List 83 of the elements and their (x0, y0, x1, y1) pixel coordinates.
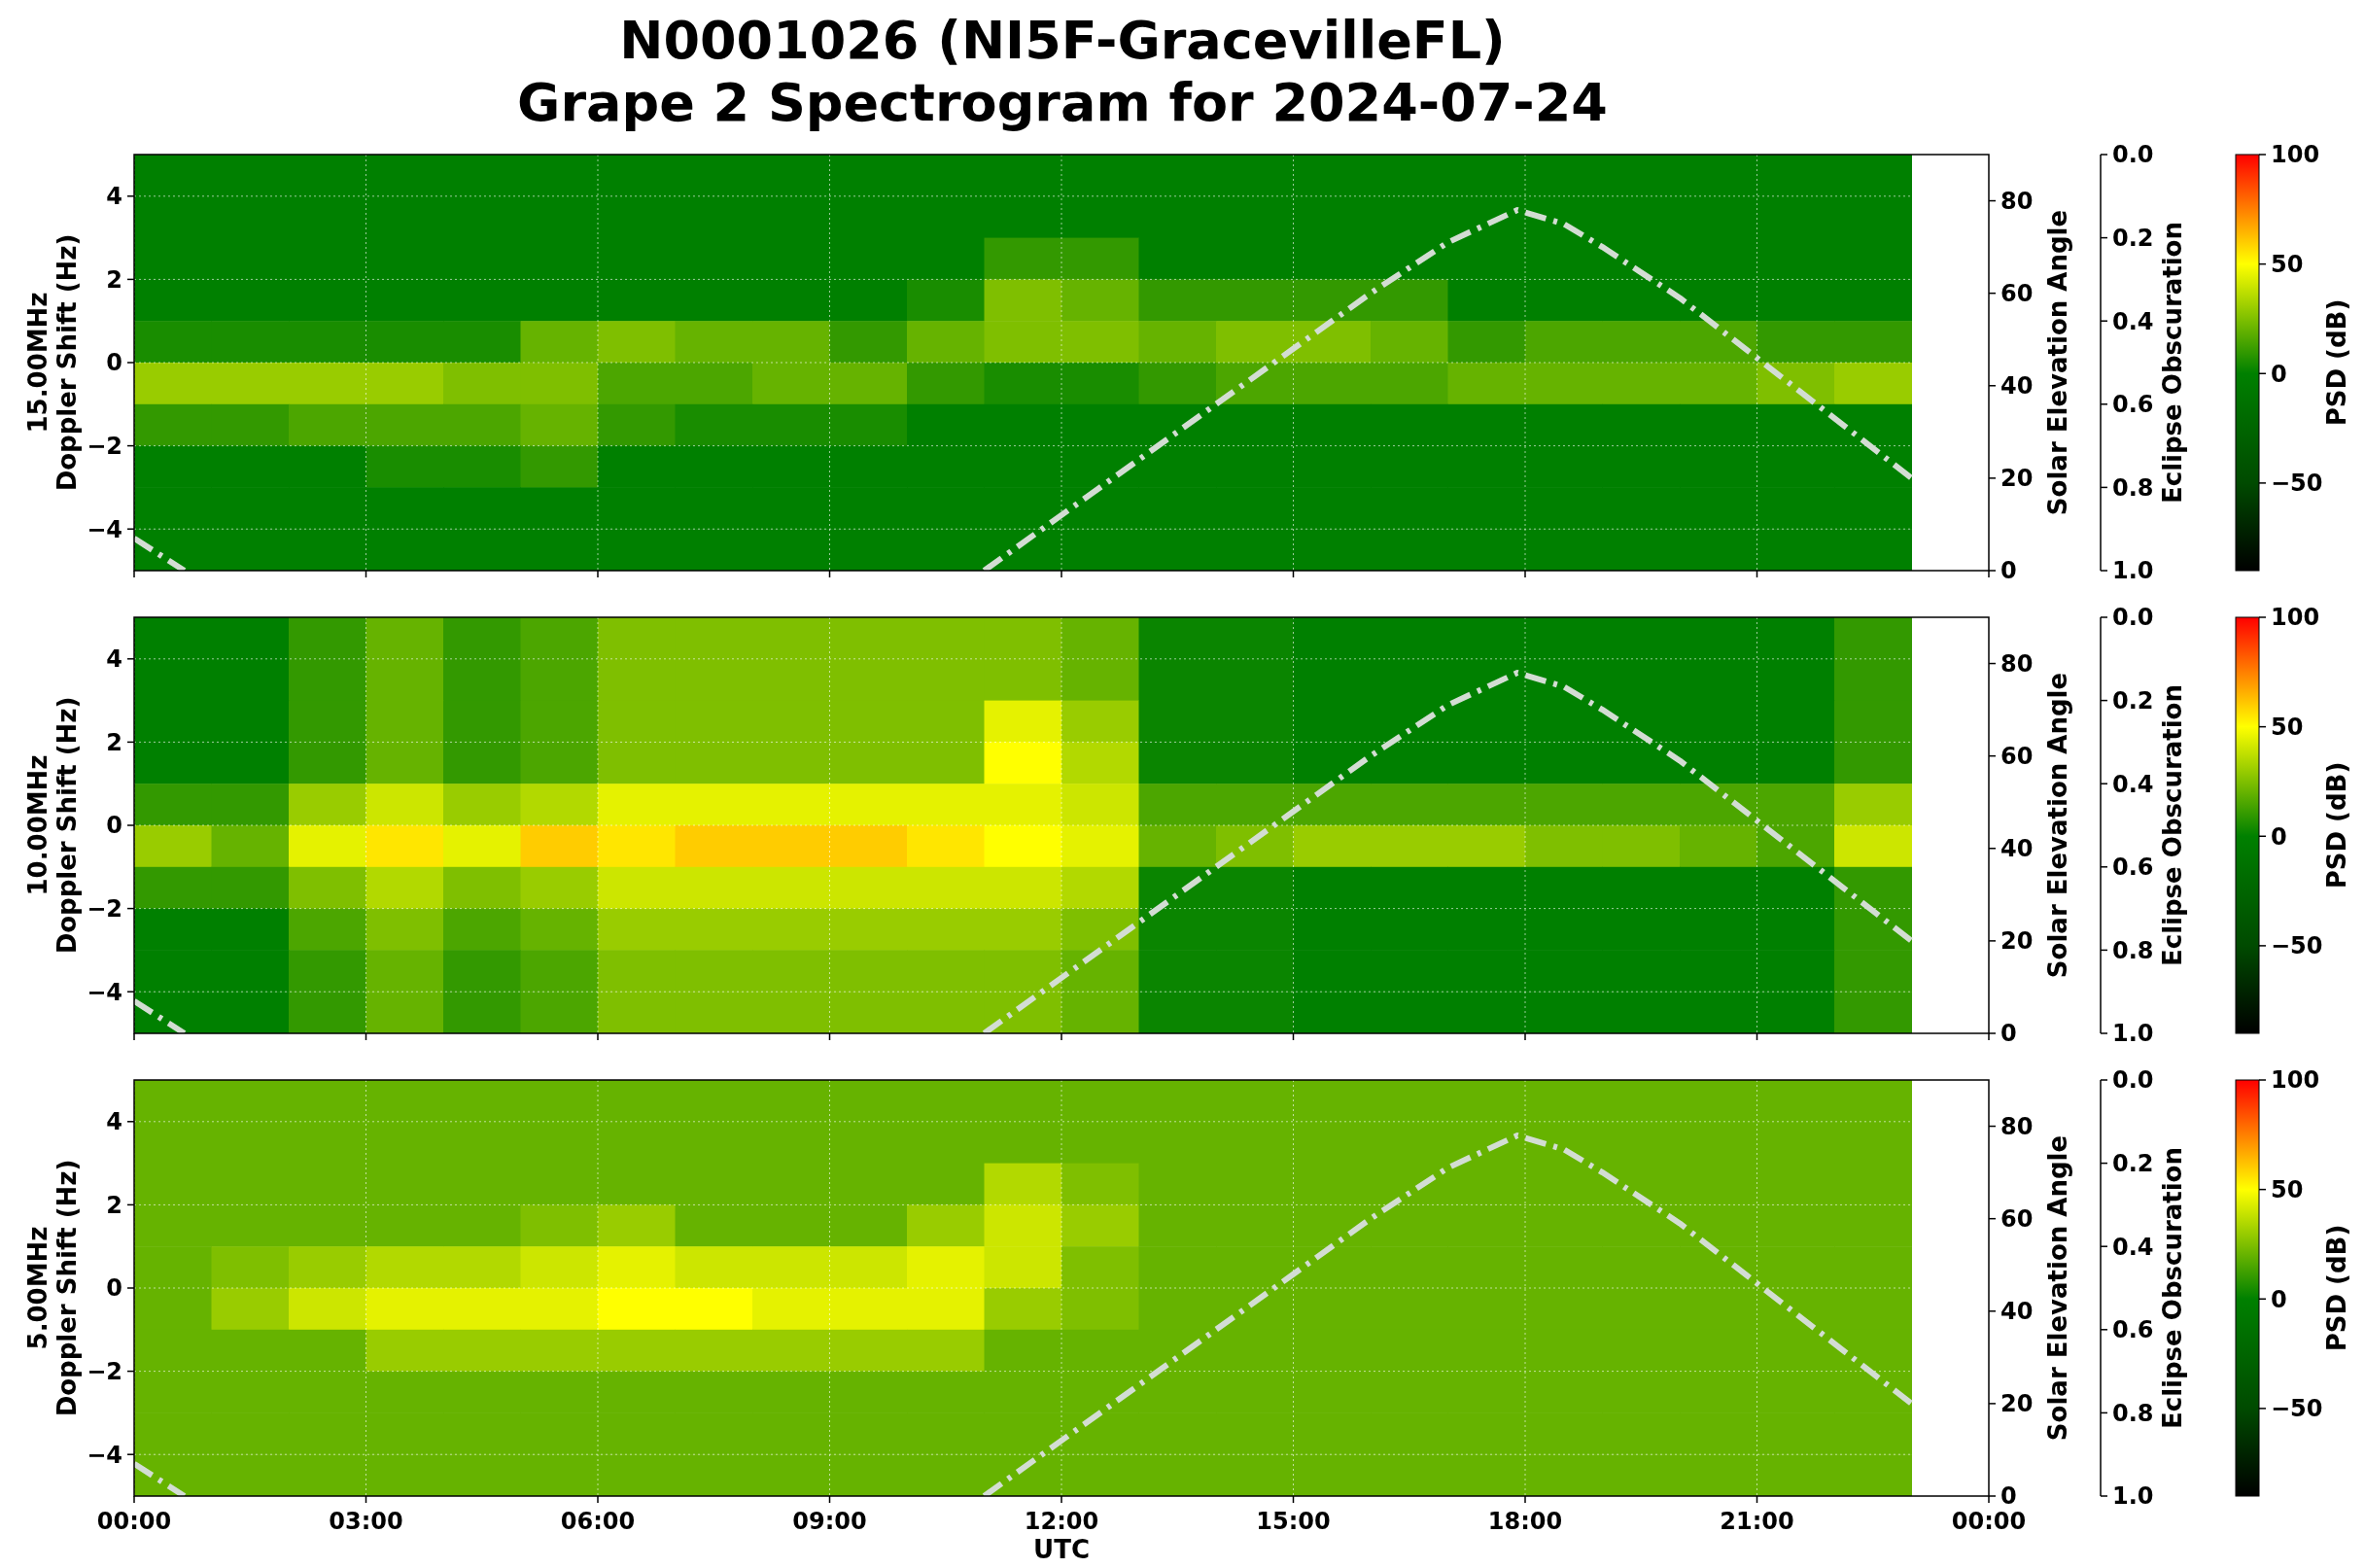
x-tick-label: 06:00 (560, 1508, 636, 1535)
x-tick-label: 00:00 (96, 1508, 172, 1535)
y3-tick-label: 0.8 (2112, 473, 2154, 502)
y3-tick-label: 0.6 (2112, 391, 2154, 419)
y2-tick-label: 20 (2000, 1390, 2034, 1418)
y2-tick-label: 60 (2000, 1205, 2034, 1234)
color-bar-label: 100 (2271, 1066, 2320, 1095)
y2-tick-label: 80 (2000, 187, 2034, 215)
y3-tick-label: 0.2 (2112, 1150, 2154, 1177)
y-tick-label: 2 (106, 265, 122, 294)
y3-tick-label: 0.6 (2112, 854, 2154, 882)
y2-tick-label: 20 (2000, 927, 2034, 956)
color-bar-title: PSD (dB) (2322, 298, 2351, 427)
color-bar-title: PSD (dB) (2322, 761, 2351, 889)
y2-tick-label: 40 (2000, 372, 2034, 401)
y-tick-label: 4 (106, 1108, 122, 1136)
y3-tick-label: 1.0 (2112, 1020, 2154, 1048)
x-tick-label: 00:00 (1951, 1508, 2027, 1535)
color-bar-label: 50 (2271, 1176, 2304, 1204)
y-tick-label: 4 (106, 183, 122, 211)
color-bar-label: −50 (2271, 932, 2323, 960)
y-tick-label: −4 (87, 978, 122, 1006)
y2-tick-label: 20 (2000, 465, 2034, 493)
y-axis-title: 15.00MHz Doppler Shift (Hz) (23, 233, 82, 492)
color-bar-label: 50 (2271, 251, 2304, 279)
y3-tick-label: 0.8 (2112, 936, 2154, 964)
color-bar-label: −50 (2271, 470, 2323, 498)
y3-axis-title: Eclipse Obscuration (2158, 222, 2187, 504)
y-tick-label: −2 (87, 895, 122, 923)
x-tick-label: 15:00 (1256, 1508, 1331, 1535)
color-bar-label: −50 (2271, 1395, 2323, 1423)
y3-tick-label: 0.0 (2112, 1066, 2154, 1095)
y3-tick-label: 0.8 (2112, 1399, 2154, 1427)
y3-tick-label: 0.4 (2112, 1233, 2154, 1261)
y2-tick-label: 80 (2000, 1112, 2034, 1140)
x-tick-label: 21:00 (1720, 1508, 1794, 1535)
y3-tick-label: 0.2 (2112, 225, 2154, 252)
y3-tick-label: 1.0 (2112, 1482, 2154, 1511)
y-tick-label: 2 (106, 1191, 122, 1219)
y2-tick-label: 40 (2000, 835, 2034, 863)
y2-tick-label: 60 (2000, 280, 2034, 308)
y-axis-title: 10.00MHz Doppler Shift (Hz) (23, 696, 82, 955)
y-tick-label: 0 (106, 349, 122, 377)
y3-tick-label: 0.4 (2112, 307, 2154, 335)
chart-title: N0001026 (NI5F-GracevilleFL) Grape 2 Spectrogram for 2024-07-24 (517, 10, 1608, 133)
color-bar-label: 0 (2271, 360, 2287, 388)
y2-tick-label: 40 (2000, 1298, 2034, 1326)
y-tick-label: 2 (106, 728, 122, 756)
y3-tick-label: 0.2 (2112, 687, 2154, 714)
y-tick-label: −4 (87, 1441, 122, 1469)
y2-axis-title: Solar Elevation Angle (2043, 1134, 2072, 1442)
y2-axis-title: Solar Elevation Angle (2043, 209, 2072, 516)
color-bar-label: 100 (2271, 604, 2320, 632)
y-tick-label: −2 (87, 1358, 122, 1385)
y3-tick-label: 0.0 (2112, 141, 2154, 169)
y3-tick-label: 0.6 (2112, 1316, 2154, 1344)
y2-tick-label: 0 (2000, 557, 2017, 585)
color-bar-label: 0 (2271, 822, 2287, 851)
y3-tick-label: 0.4 (2112, 770, 2154, 798)
x-tick-label: 12:00 (1024, 1508, 1099, 1535)
color-bar-title: PSD (dB) (2322, 1224, 2351, 1352)
y2-axis-title: Solar Elevation Angle (2043, 672, 2072, 979)
x-tick-label: 03:00 (329, 1508, 403, 1535)
y3-axis-title: Eclipse Obscuration (2158, 684, 2187, 966)
y-tick-label: 0 (106, 1274, 122, 1303)
y-tick-label: 4 (106, 645, 122, 674)
y2-tick-label: 60 (2000, 743, 2034, 771)
y2-tick-label: 0 (2000, 1020, 2017, 1048)
color-bar-label: 50 (2271, 714, 2304, 742)
y3-axis-title: Eclipse Obscuration (2158, 1147, 2187, 1429)
y-tick-label: −2 (87, 433, 122, 460)
y2-tick-label: 0 (2000, 1482, 2017, 1511)
y3-tick-label: 0.0 (2112, 604, 2154, 632)
y-tick-label: 0 (106, 812, 122, 840)
x-axis-title: UTC (1033, 1535, 1090, 1564)
x-tick-label: 09:00 (792, 1508, 867, 1535)
color-bar-label: 0 (2271, 1285, 2287, 1313)
y2-tick-label: 80 (2000, 649, 2034, 678)
x-tick-label: 18:00 (1487, 1508, 1563, 1535)
y-tick-label: −4 (87, 515, 122, 543)
y-axis-title: 5.00MHz Doppler Shift (Hz) (23, 1159, 82, 1417)
y3-tick-label: 1.0 (2112, 557, 2154, 585)
color-bar-label: 100 (2271, 141, 2320, 169)
